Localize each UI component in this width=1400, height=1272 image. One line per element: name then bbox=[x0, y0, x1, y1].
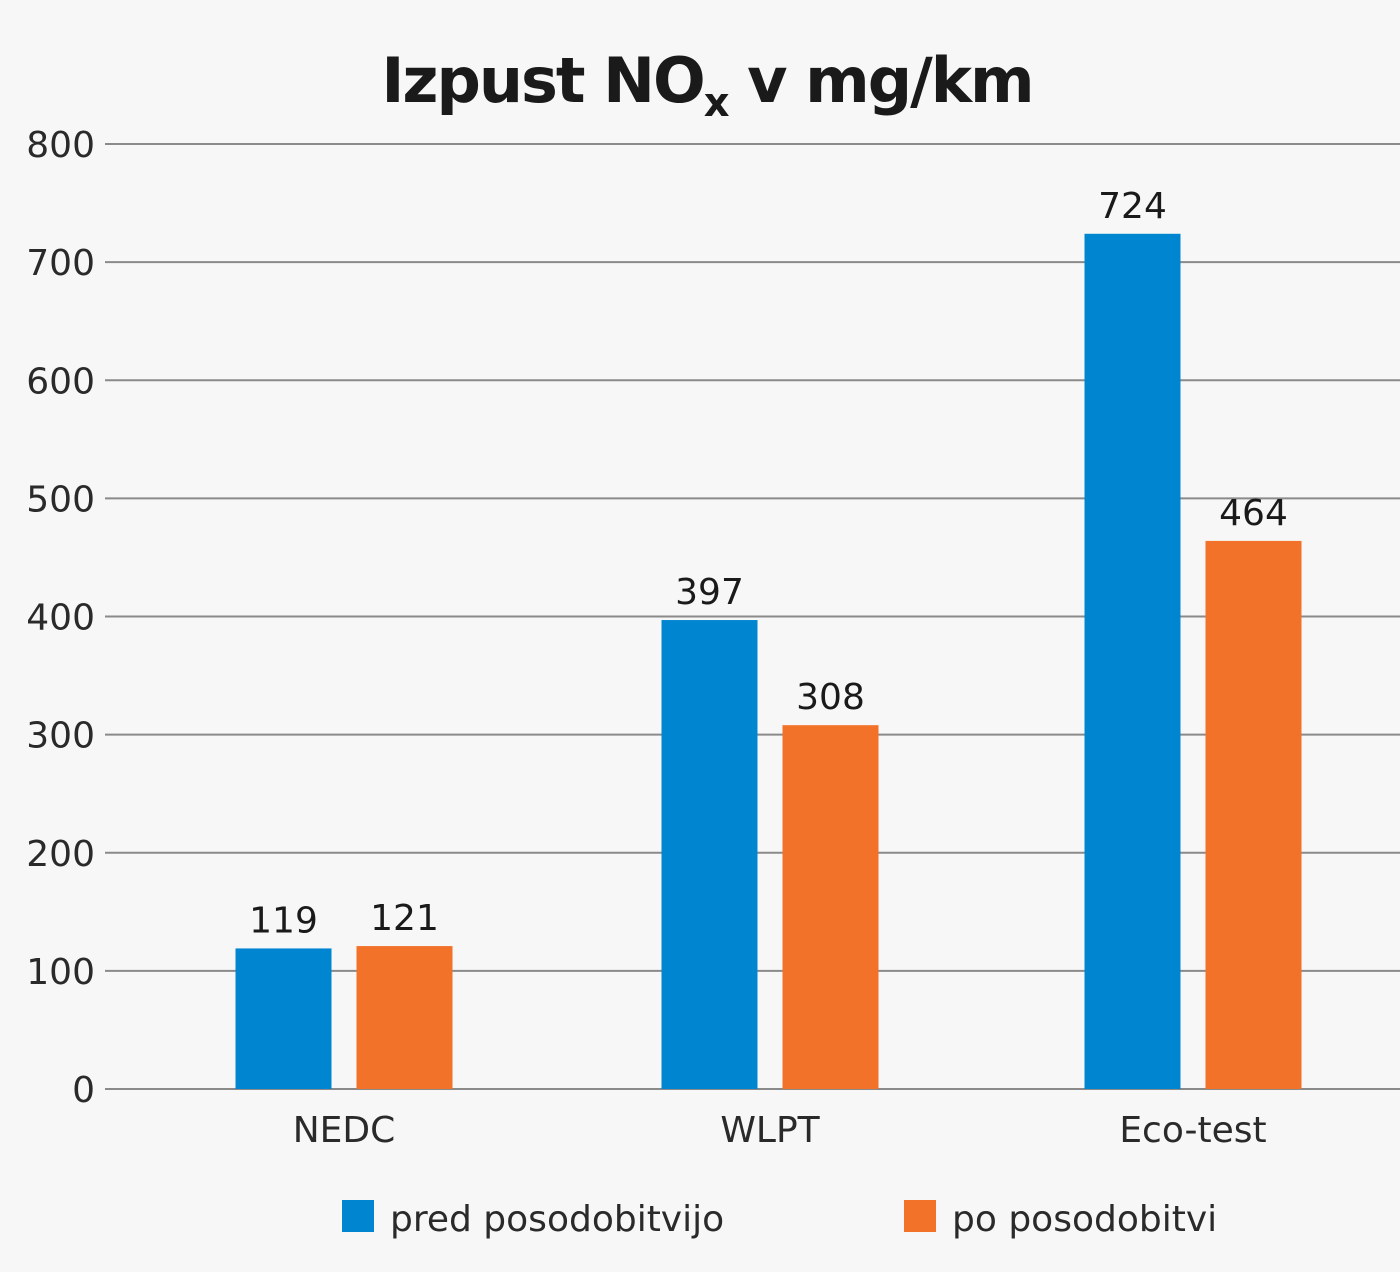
y-tick-label: 800 bbox=[26, 125, 95, 166]
bars bbox=[235, 233, 1302, 1089]
data-label: 724 bbox=[1098, 186, 1167, 227]
x-category-label: Eco-test bbox=[1119, 1110, 1266, 1151]
bar-nedc-series-2 bbox=[356, 946, 453, 1089]
legend-label: pred posodobitvijo bbox=[390, 1199, 724, 1240]
y-axis-ticks: 0 100 200 300 400 500 600 700 800 bbox=[26, 125, 95, 1111]
x-axis-categories: NEDC WLPT Eco-test bbox=[293, 1110, 1267, 1151]
y-tick-label: 200 bbox=[26, 834, 95, 875]
bar-eco-test-series-1 bbox=[1084, 233, 1181, 1089]
data-label: 464 bbox=[1219, 493, 1288, 534]
bar-nedc-series-1 bbox=[235, 948, 332, 1089]
y-tick-label: 500 bbox=[26, 479, 95, 520]
y-tick-label: 0 bbox=[72, 1070, 95, 1111]
bar-wlpt-series-1 bbox=[661, 620, 758, 1089]
bar-eco-test-series-2 bbox=[1205, 540, 1302, 1089]
x-category-label: WLPT bbox=[720, 1110, 820, 1151]
y-tick-label: 400 bbox=[26, 598, 95, 639]
legend-swatch bbox=[342, 1200, 374, 1232]
bar-wlpt-series-2 bbox=[782, 725, 879, 1089]
data-label: 397 bbox=[675, 572, 744, 613]
y-tick-label: 600 bbox=[26, 361, 95, 402]
x-category-label: NEDC bbox=[293, 1110, 396, 1151]
chart-title-main: Izpust NO bbox=[381, 44, 703, 117]
legend-swatch bbox=[904, 1200, 936, 1232]
data-label: 121 bbox=[370, 898, 439, 939]
legend: pred posodobitvijo po posodobitvi bbox=[342, 1199, 1217, 1240]
y-tick-label: 700 bbox=[26, 243, 95, 284]
y-tick-label: 100 bbox=[26, 952, 95, 993]
data-labels: 119 121 397 308 724 464 bbox=[249, 186, 1288, 942]
chart-title: Izpust NOx v mg/km bbox=[381, 44, 1032, 126]
y-tick-label: 300 bbox=[26, 716, 95, 757]
legend-label: po posodobitvi bbox=[952, 1199, 1217, 1240]
data-label: 308 bbox=[796, 677, 865, 718]
data-label: 119 bbox=[249, 900, 318, 941]
chart-title-suffix: v mg/km bbox=[728, 44, 1033, 117]
chart-title-subscript: x bbox=[704, 80, 730, 126]
